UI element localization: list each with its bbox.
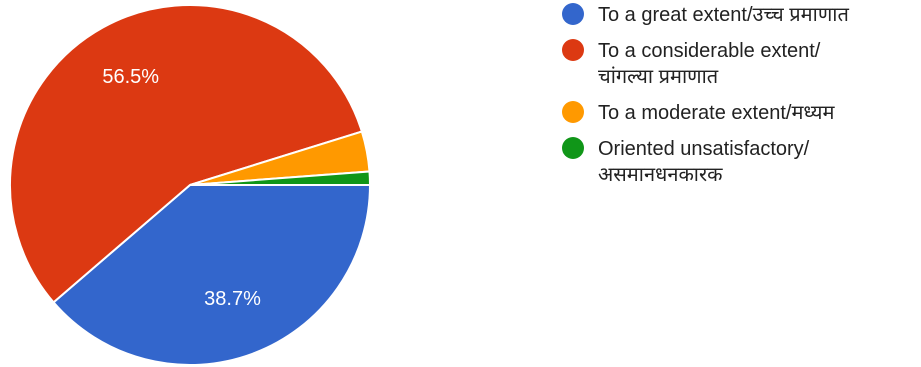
legend-swatch-great-extent: [562, 3, 584, 25]
pie-slice-0[interactable]: [52, 184, 372, 366]
pie-chart: 38.7% 56.5%: [9, 4, 372, 366]
pie-slice-1[interactable]: [9, 4, 364, 304]
legend-item-moderate-extent[interactable]: To a moderate extent/मध्यम: [562, 100, 917, 126]
legend-label-considerable-extent: To a considerable extent/ चांगल्या प्रमा…: [598, 40, 821, 88]
legend-swatch-unsatisfactory: [562, 137, 584, 159]
legend-swatch-moderate-extent: [562, 101, 584, 123]
legend-swatch-considerable-extent: [562, 39, 584, 61]
pie-slice-label-0: 38.7%: [204, 288, 261, 310]
legend-label-moderate-extent: To a moderate extent/मध्यम: [598, 102, 835, 124]
legend-label-great-extent: To a great extent/उच्च प्रमाणात: [598, 4, 849, 26]
legend-item-great-extent[interactable]: To a great extent/उच्च प्रमाणात: [562, 2, 917, 28]
legend-label-unsatisfactory: Oriented unsatisfactory/ असमानधनकारक: [598, 138, 810, 186]
legend-item-considerable-extent[interactable]: To a considerable extent/ चांगल्या प्रमा…: [562, 38, 917, 90]
chart-legend: To a great extent/उच्च प्रमाणात To a con…: [562, 2, 917, 198]
pie-slice-3[interactable]: [189, 170, 372, 186]
legend-item-unsatisfactory[interactable]: Oriented unsatisfactory/ असमानधनकारक: [562, 136, 917, 188]
pie-slice-label-1: 56.5%: [102, 66, 159, 88]
